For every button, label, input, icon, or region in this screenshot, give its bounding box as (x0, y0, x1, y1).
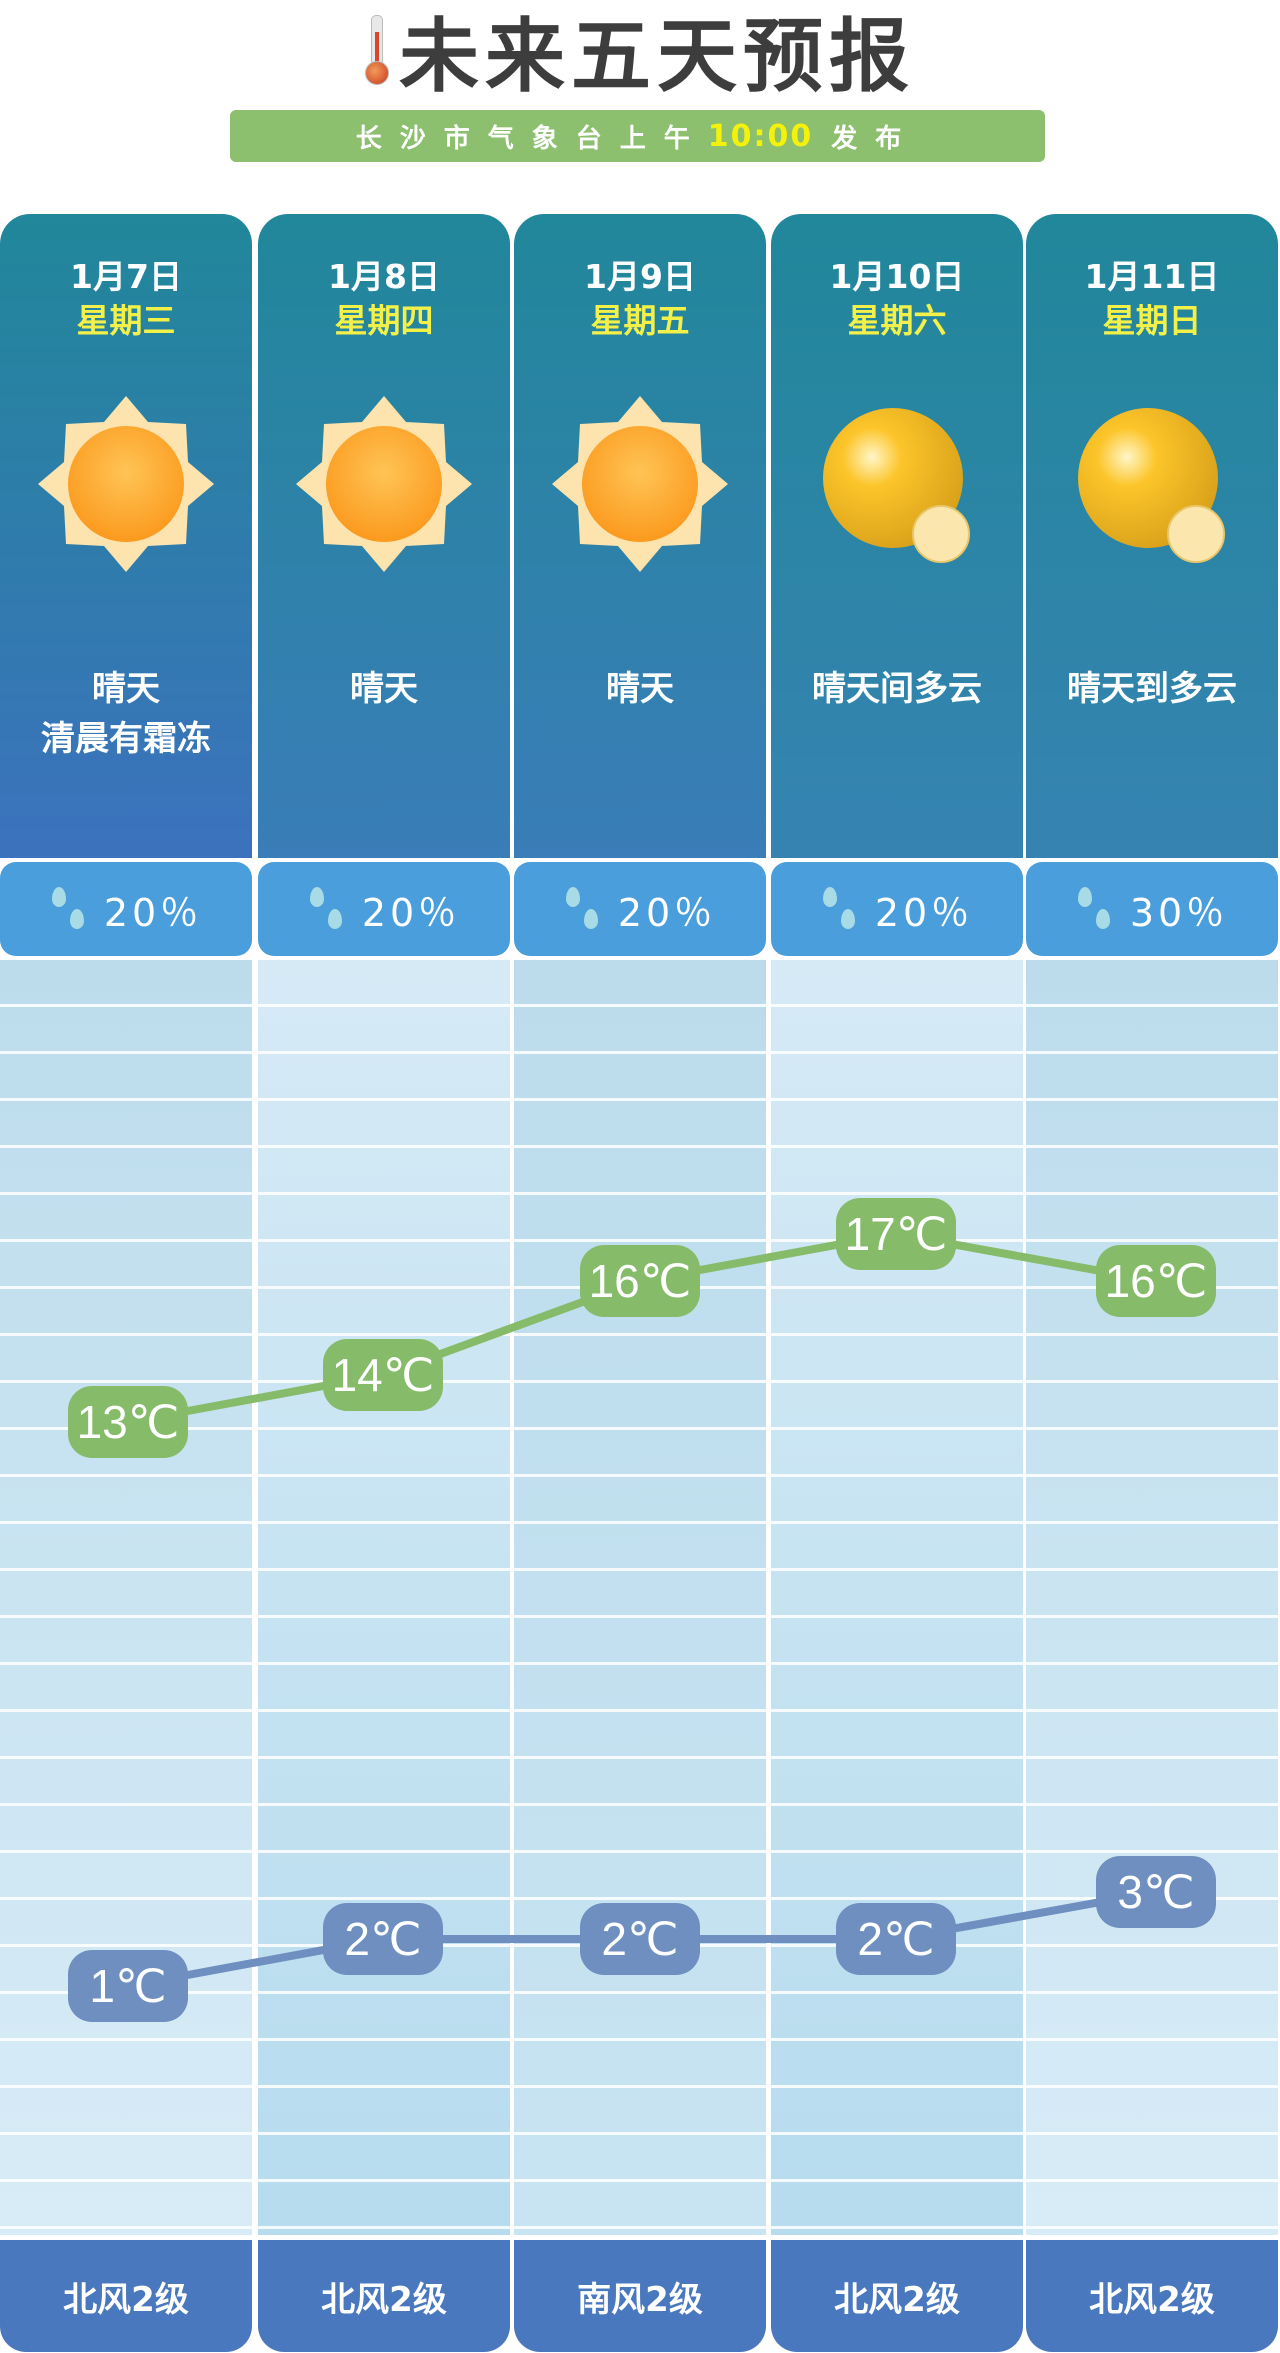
day-date: 1月11日 (1084, 257, 1220, 296)
title-text: 未来五天预报 (399, 10, 915, 103)
weather-desc-main: 晴天 (350, 669, 418, 709)
high-temp-point: 13℃ (68, 1386, 188, 1458)
low-temp-label-box (836, 1903, 956, 1975)
thermometer-icon (365, 15, 389, 85)
wind-value: 北风2级 (834, 2279, 960, 2320)
wind-value: 北风2级 (321, 2279, 447, 2320)
low-temp-label-box (323, 1903, 443, 1975)
weather-desc-main: 晴天 (92, 669, 160, 709)
publish-banner: 长沙市气象台上午 10:00 发布 (230, 110, 1045, 162)
sun-icon (294, 394, 474, 574)
chart-column-bg (514, 960, 766, 2235)
low-temp-label-box (68, 1950, 188, 2022)
high-temp-point: 17℃ (836, 1198, 956, 1270)
chart-column-bg (0, 960, 252, 2235)
raindrop-icon (50, 883, 90, 935)
sunny-cloudy-icon (807, 394, 987, 574)
wind-box: 北风2级 (1026, 2240, 1278, 2352)
day-card: 1月7日 星期三 晴天 清晨有霜冻 (0, 214, 252, 858)
rain-value: 20％ (874, 890, 974, 935)
publish-suffix: 发布 (831, 123, 920, 154)
low-temp-label: 3℃ (1117, 1866, 1194, 1918)
low-temp-point: 1℃ (68, 1950, 188, 2022)
low-temp-label: 1℃ (89, 1960, 166, 2012)
high-temp-label-box (580, 1245, 700, 1317)
rain-probability: 20％ (771, 862, 1023, 956)
weather-desc: 晴天到多云 (1026, 664, 1278, 714)
weather-desc-note: 清晨有霜冻 (41, 719, 211, 759)
sun-icon (36, 394, 216, 574)
high-temp-label: 14℃ (332, 1349, 435, 1401)
chart-column-bg (1026, 960, 1278, 2235)
day-weekday: 星期日 (1102, 301, 1202, 340)
high-temp-label-box (836, 1198, 956, 1270)
publish-time: 10:00 (707, 118, 814, 154)
day-card: 1月9日 星期五 晴天 (514, 214, 766, 858)
high-temp-label: 17℃ (845, 1208, 948, 1260)
wind-value: 南风2级 (577, 2279, 703, 2320)
weather-desc-main: 晴天间多云 (812, 669, 982, 709)
high-temp-label-box (323, 1339, 443, 1411)
wind-box: 北风2级 (258, 2240, 510, 2352)
low-temp-label: 2℃ (344, 1913, 421, 1965)
high-temp-label-box (68, 1386, 188, 1458)
raindrop-icon (821, 883, 861, 935)
weather-desc: 晴天间多云 (771, 664, 1023, 714)
chart-column-bg (771, 960, 1023, 2235)
day-weekday: 星期三 (76, 301, 176, 340)
weather-desc: 晴天 (514, 664, 766, 714)
day-date: 1月7日 (70, 257, 182, 296)
weather-desc-main: 晴天到多云 (1067, 669, 1237, 709)
rain-value: 20％ (361, 890, 461, 935)
low-temp-label: 2℃ (857, 1913, 934, 1965)
publish-prefix: 长沙市气象台上午 (355, 123, 708, 154)
weather-desc: 晴天 清晨有霜冻 (0, 664, 252, 764)
rain-probability: 20％ (258, 862, 510, 956)
day-weekday: 星期六 (847, 301, 947, 340)
raindrop-icon (1076, 883, 1116, 935)
low-temp-point: 2℃ (836, 1903, 956, 1975)
rain-probability: 30％ (1026, 862, 1278, 956)
high-temp-label-box (1096, 1245, 1216, 1317)
low-temp-label-box (1096, 1856, 1216, 1928)
low-temp-point: 3℃ (1096, 1856, 1216, 1928)
high-temp-point: 16℃ (580, 1245, 700, 1317)
chart-column-bg (258, 960, 510, 2235)
sun-icon (550, 394, 730, 574)
high-temp-point: 14℃ (323, 1339, 443, 1411)
day-card: 1月8日 星期四 晴天 (258, 214, 510, 858)
temperature-chart: 13℃ 14℃ 16℃ 17℃ 16℃ 1℃ 2℃ 2℃ 2℃ 3℃ (68, 1198, 1216, 2022)
raindrop-icon (308, 883, 348, 935)
raindrop-icon (564, 883, 604, 935)
low-temp-point: 2℃ (580, 1903, 700, 1975)
day-weekday: 星期四 (334, 301, 434, 340)
low-temp-label: 2℃ (601, 1913, 678, 1965)
weather-desc: 晴天 (258, 664, 510, 714)
sunny-cloudy-icon (1062, 394, 1242, 574)
high-temp-label: 16℃ (589, 1255, 692, 1307)
low-temp-point: 2℃ (323, 1903, 443, 1975)
day-weekday: 星期五 (590, 301, 690, 340)
wind-box: 北风2级 (771, 2240, 1023, 2352)
rain-probability: 20％ (514, 862, 766, 956)
weather-desc-main: 晴天 (606, 669, 674, 709)
high-temp-label: 16℃ (1105, 1255, 1208, 1307)
rain-probability: 20％ (0, 862, 252, 956)
day-date: 1月8日 (328, 257, 440, 296)
wind-value: 北风2级 (1089, 2279, 1215, 2320)
wind-value: 北风2级 (63, 2279, 189, 2320)
day-date: 1月10日 (829, 257, 965, 296)
rain-value: 30％ (1129, 890, 1229, 935)
wind-box: 北风2级 (0, 2240, 252, 2352)
wind-box: 南风2级 (514, 2240, 766, 2352)
rain-value: 20％ (103, 890, 203, 935)
rain-value: 20％ (617, 890, 717, 935)
high-temp-label: 13℃ (77, 1396, 180, 1448)
low-temp-label-box (580, 1903, 700, 1975)
page-title: 未来五天预报 (0, 0, 1280, 103)
day-card: 1月11日 星期日 晴天到多云 (1026, 214, 1278, 858)
high-temp-point: 16℃ (1096, 1245, 1216, 1317)
day-card: 1月10日 星期六 晴天间多云 (771, 214, 1023, 858)
day-date: 1月9日 (584, 257, 696, 296)
